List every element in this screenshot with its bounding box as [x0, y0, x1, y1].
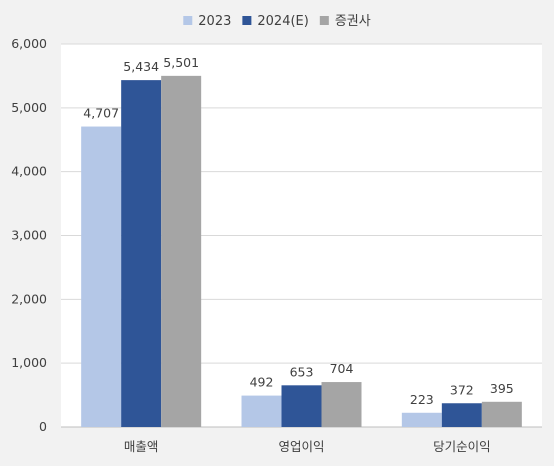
data-label: 395	[490, 381, 514, 396]
data-label: 5,501	[163, 55, 199, 70]
legend-swatch	[183, 16, 193, 25]
bar-2-2	[281, 385, 322, 427]
bar-1-2	[241, 395, 282, 427]
y-tick-label: 5,000	[11, 100, 47, 115]
data-label: 653	[290, 364, 314, 379]
data-label: 4,707	[83, 106, 119, 121]
legend-swatch	[242, 16, 252, 25]
y-tick-label: 2,000	[11, 291, 47, 306]
bars	[81, 75, 522, 427]
bar-2-1	[121, 80, 162, 427]
bar-1-1	[81, 126, 122, 427]
category-label: 매출액	[124, 439, 159, 454]
y-tick-label: 4,000	[11, 164, 47, 179]
data-label: 492	[250, 375, 274, 390]
legend-item: 2023	[183, 14, 231, 29]
legend-label: 2023	[198, 14, 231, 29]
category-label: 당기순이익	[433, 439, 491, 454]
bar-3-2	[321, 382, 362, 427]
bar-1-3	[401, 412, 442, 427]
y-tick-label: 0	[39, 419, 47, 434]
data-label: 223	[410, 392, 434, 407]
bar-2-3	[441, 403, 482, 427]
legend-label: 증권사	[335, 14, 371, 29]
bar-3-1	[161, 75, 202, 427]
legend-label: 2024(E)	[257, 14, 308, 29]
legend-item: 2024(E)	[242, 14, 309, 29]
bar-3-3	[481, 401, 522, 427]
legend-swatch	[319, 16, 329, 25]
x-axis-categories: 매출액 영업이익 당기순이익	[124, 439, 491, 454]
data-label: 704	[330, 361, 354, 376]
y-tick-label: 6,000	[11, 36, 47, 51]
y-tick-label: 1,000	[11, 355, 47, 370]
data-label: 372	[450, 382, 474, 397]
legend-item: 증권사	[319, 14, 371, 29]
y-tick-label: 3,000	[11, 228, 47, 243]
category-label: 영업이익	[278, 439, 324, 454]
legend: 2023 2024(E) 증권사	[183, 14, 371, 29]
data-label: 5,434	[123, 59, 159, 74]
data-labels: 4,707 5,434 5,501 492 653 704 223 372 395	[83, 55, 513, 407]
y-axis-ticks: 0 1,000 2,000 3,000 4,000 5,000 6,000	[11, 36, 47, 434]
